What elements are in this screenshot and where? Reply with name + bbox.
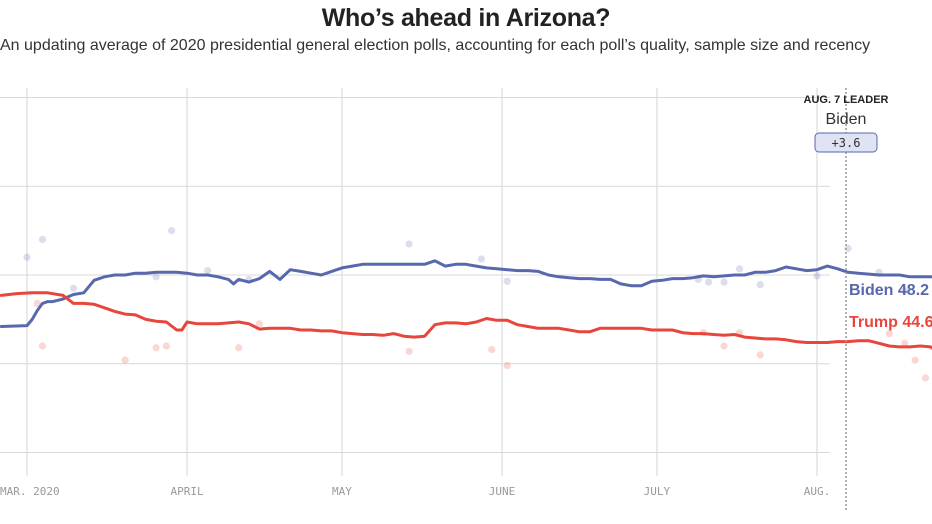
trump-poll-dot bbox=[38, 342, 47, 350]
biden-poll-dot bbox=[38, 235, 47, 244]
trump-poll-dot bbox=[756, 351, 764, 359]
trump-poll-dot bbox=[121, 356, 129, 364]
trump-poll-dot bbox=[488, 345, 496, 354]
trump-poll-dot bbox=[885, 329, 893, 338]
trump-poll-dot bbox=[405, 347, 413, 355]
chart-subtitle: An updating average of 2020 presidential… bbox=[0, 37, 871, 54]
trump-poll-dot bbox=[911, 356, 919, 364]
biden-poll-dot bbox=[405, 240, 413, 248]
biden-poll-dot bbox=[69, 284, 78, 292]
leader-margin: +3.6 bbox=[832, 136, 861, 150]
x-tick-label: JUNE bbox=[489, 485, 516, 498]
x-tick-label: MAY bbox=[332, 485, 352, 498]
biden-poll-dot bbox=[477, 255, 485, 263]
biden-poll-dot bbox=[704, 278, 713, 286]
biden-poll-dot bbox=[23, 253, 31, 261]
biden-poll-dot bbox=[735, 265, 744, 273]
biden-poll-dot bbox=[813, 272, 821, 280]
x-axis: MAR. 2020 APRIL MAY JUNE JULY AUG. bbox=[0, 88, 830, 498]
trump-poll-dot bbox=[503, 361, 511, 370]
x-tick-label: JULY bbox=[644, 485, 671, 498]
biden-poll-dot bbox=[152, 273, 160, 281]
gridlines bbox=[0, 97, 830, 453]
trump-end-label: Trump 44.6 bbox=[849, 314, 932, 331]
trump-poll-dot bbox=[255, 320, 263, 328]
chart-title: Who’s ahead in Arizona? bbox=[321, 4, 611, 32]
biden-poll-dot bbox=[720, 278, 728, 286]
biden-average-line bbox=[0, 259, 932, 328]
poll-dots bbox=[23, 227, 930, 382]
leader-heading: AUG. 7 LEADER bbox=[804, 94, 889, 106]
leader-name: Biden bbox=[826, 111, 867, 128]
x-tick-label: APRIL bbox=[171, 485, 204, 498]
biden-poll-dot bbox=[756, 281, 764, 289]
trump-poll-dot bbox=[901, 339, 909, 347]
biden-poll-dot bbox=[844, 244, 852, 252]
leader-margin-badge bbox=[814, 132, 878, 153]
trump-poll-dot bbox=[33, 299, 41, 307]
average-lines bbox=[0, 259, 932, 350]
biden-end-label: Biden 48.2 bbox=[849, 282, 929, 299]
biden-poll-dot bbox=[901, 287, 909, 295]
trump-poll-dot bbox=[162, 342, 171, 350]
trump-poll-dot bbox=[720, 342, 728, 350]
trump-poll-dot bbox=[921, 374, 930, 382]
trump-poll-dot bbox=[152, 344, 160, 352]
biden-poll-dot bbox=[204, 266, 212, 275]
leader-box: AUG. 7 LEADER Biden +3.6 bbox=[804, 94, 889, 153]
trump-average-line bbox=[0, 291, 932, 350]
trump-poll-dot bbox=[235, 344, 243, 352]
biden-poll-dot bbox=[503, 277, 511, 285]
x-tick-label: MAR. 2020 bbox=[0, 485, 60, 498]
biden-poll-dot bbox=[167, 227, 176, 235]
x-tick-label: AUG. bbox=[804, 485, 831, 498]
